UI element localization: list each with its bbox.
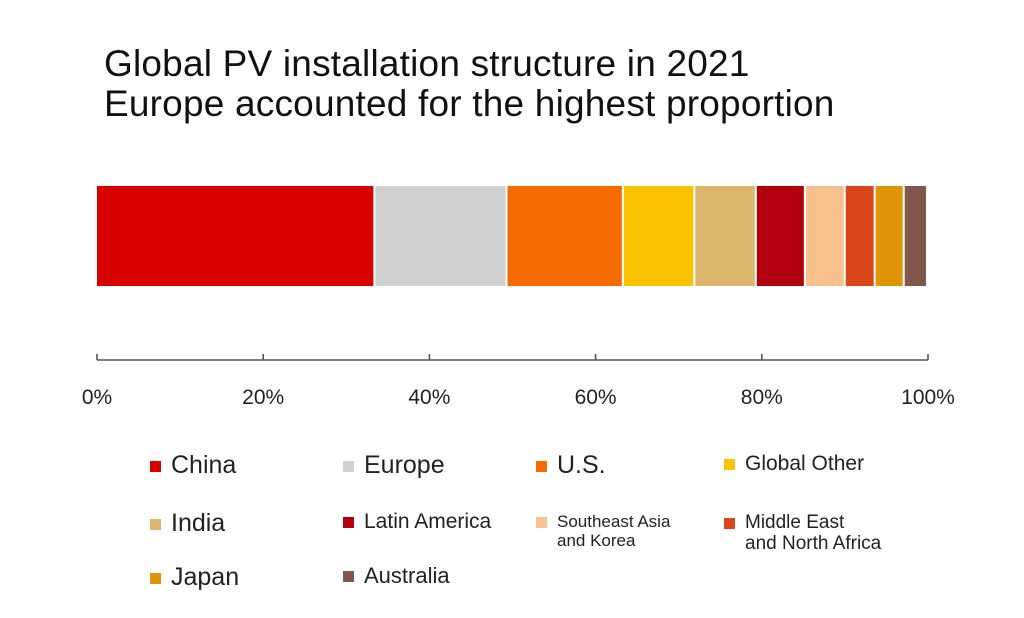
legend-label: Global Other <box>745 452 865 475</box>
legend-swatch <box>343 461 354 472</box>
legend-swatch <box>724 459 735 470</box>
chart-title: Global PV installation structure in 2021… <box>104 44 835 124</box>
legend-swatch <box>536 461 547 472</box>
bar-segments <box>97 186 926 286</box>
x-tick-label: 60% <box>575 386 617 409</box>
legend-swatch <box>536 517 547 528</box>
chart-title-line-2: Europe accounted for the highest proport… <box>104 83 835 124</box>
x-tick-label: 20% <box>242 386 284 409</box>
x-tick-label: 100% <box>901 386 955 409</box>
legend-swatch <box>343 571 354 582</box>
bar-segment-japan <box>875 186 903 286</box>
legend-label: Middle East and North Africa <box>745 512 882 554</box>
chart-title-line-1: Global PV installation structure in 2021 <box>104 43 750 84</box>
legend-label: India <box>171 509 226 537</box>
legend-label: China <box>171 451 237 479</box>
legend-item-europe: Europe <box>343 452 445 479</box>
legend-swatch <box>724 518 735 529</box>
x-tick-label: 40% <box>408 386 450 409</box>
bar-segment-europe <box>375 186 506 286</box>
legend-item-global-other: Global Other <box>724 452 864 475</box>
bar-segment-india <box>695 186 755 286</box>
bar-segment-china <box>97 186 374 286</box>
bar-segment-middle-east-and-north-africa <box>845 186 874 286</box>
legend-swatch <box>343 517 354 528</box>
legend-label: Australia <box>364 563 450 588</box>
bar-segment-u-s <box>507 186 622 286</box>
legend-item-u-s: U.S. <box>536 452 606 479</box>
legend-swatch <box>150 573 161 584</box>
x-axis: 0% 20% 40% 60% 80% 100% <box>82 354 955 409</box>
legend-label: Latin America <box>364 510 492 533</box>
legend-item-latin-america: Latin America <box>343 510 491 533</box>
x-tick-label: 80% <box>741 386 783 409</box>
legend-swatch <box>150 519 161 530</box>
bar-segment-australia <box>904 186 926 286</box>
legend-label: Japan <box>171 563 240 591</box>
bar-segment-global-other <box>623 186 694 286</box>
legend-item-china: China <box>150 452 236 479</box>
legend-item-australia: Australia <box>343 564 450 588</box>
legend-swatch <box>150 461 161 472</box>
x-tick-label: 0% <box>82 386 112 409</box>
legend-item-japan: Japan <box>150 564 239 591</box>
legend-item-southeast-asia-and-korea: Southeast Asia and Korea <box>536 512 670 550</box>
bar-segment-latin-america <box>756 186 804 286</box>
legend-item-india: India <box>150 510 225 537</box>
legend-label: U.S. <box>557 451 606 479</box>
legend-item-middle-east-and-north-africa: Middle East and North Africa <box>724 512 881 554</box>
bar-segment-southeast-asia-and-korea <box>805 186 844 286</box>
legend-label: Europe <box>364 451 445 479</box>
legend-label: Southeast Asia and Korea <box>557 512 671 550</box>
